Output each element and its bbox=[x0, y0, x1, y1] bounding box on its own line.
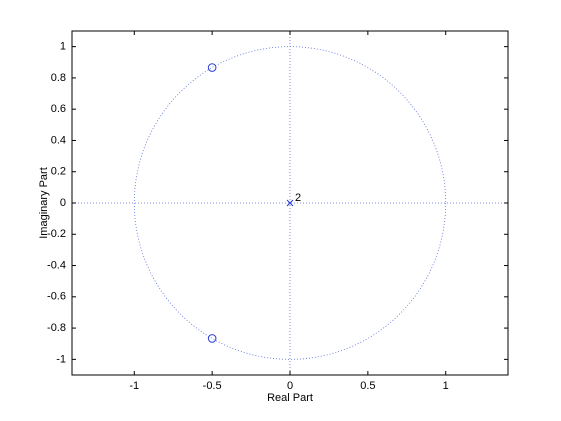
x-axis-label: Real Part bbox=[267, 392, 313, 404]
x-tick-label: 1 bbox=[443, 380, 449, 392]
y-tick-label: -0.2 bbox=[47, 228, 66, 240]
y-tick-label: -0.6 bbox=[47, 291, 66, 303]
y-tick-label: 0.2 bbox=[51, 166, 66, 178]
y-tick-label: -0.8 bbox=[47, 322, 66, 334]
y-tick-label: 0.8 bbox=[51, 72, 66, 84]
x-tick-label: 0 bbox=[287, 380, 293, 392]
y-tick-label: 0.4 bbox=[51, 134, 66, 146]
x-tick-label: 0.5 bbox=[360, 380, 375, 392]
zero-marker bbox=[207, 63, 217, 72]
y-tick-label: -0.4 bbox=[47, 259, 66, 271]
zero-marker bbox=[207, 334, 217, 343]
pole-marker bbox=[286, 199, 294, 207]
y-axis-label: Imaginary Part bbox=[38, 167, 50, 239]
x-tick-label: -0.5 bbox=[203, 380, 222, 392]
y-tick-label: -1 bbox=[56, 353, 66, 365]
y-tick-label: 0 bbox=[60, 197, 66, 209]
x-tick-label: -1 bbox=[129, 380, 139, 392]
y-tick-label: 0.6 bbox=[51, 103, 66, 115]
y-tick-label: 1 bbox=[60, 41, 66, 53]
multiplicity-label: 2 bbox=[295, 192, 301, 204]
